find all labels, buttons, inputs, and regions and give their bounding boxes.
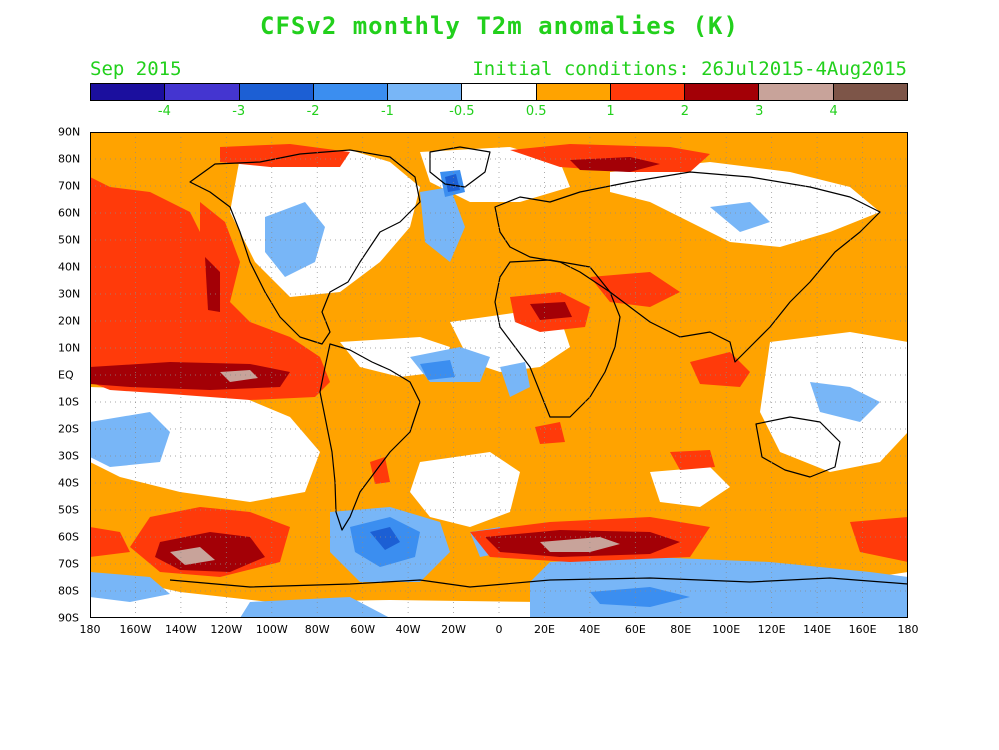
latitude-label: 80N	[58, 152, 81, 166]
latitude-label: 70N	[58, 179, 81, 193]
latitude-label: 40S	[58, 476, 79, 490]
longitude-label: 60E	[624, 623, 646, 636]
colorbar-segment	[313, 84, 389, 100]
colorbar-tick-label: -3	[232, 104, 246, 119]
map-frame	[90, 132, 908, 618]
colorbar-segment	[165, 84, 240, 100]
colorbar-tick-label: 3	[755, 104, 764, 119]
latitude-label: 30S	[58, 449, 79, 463]
longitude-label: 140W	[164, 623, 197, 636]
initial-conditions-label: Initial conditions: 26Jul2015-4Aug2015	[472, 58, 907, 80]
graticule	[90, 132, 908, 618]
colorbar-segment	[536, 84, 611, 100]
longitude-label: 80W	[304, 623, 330, 636]
warm-regions-tan	[170, 370, 620, 565]
colorbar-tick-label: -2	[306, 104, 320, 119]
longitude-label: 100W	[255, 623, 288, 636]
longitude-label: 160W	[119, 623, 152, 636]
longitude-label: 40W	[395, 623, 421, 636]
colorbar-segment	[759, 84, 834, 100]
colorbar-tick-label: 2	[680, 104, 690, 119]
longitude-label: 40E	[579, 623, 601, 636]
latitude-label: 30N	[58, 287, 81, 301]
colorbar-segment	[685, 84, 760, 100]
colorbar-segment	[610, 84, 686, 100]
latitude-label: 50N	[58, 233, 81, 247]
longitude-label: 120E	[757, 623, 786, 636]
colorbar-tick-label: -1	[380, 104, 394, 119]
colorbar	[90, 83, 908, 101]
colorbar-segment	[833, 84, 907, 100]
colorbar-segment	[388, 84, 463, 100]
latitude-label: 90N	[58, 125, 81, 139]
latitude-label: 20N	[58, 314, 81, 328]
longitude-label: 180	[79, 623, 101, 636]
colorbar-segment	[462, 84, 537, 100]
colorbar-segment	[91, 84, 166, 100]
latitude-label: 90S	[58, 611, 79, 625]
longitude-label: 100E	[712, 623, 741, 636]
colorbar-tick-label: 1	[606, 104, 615, 119]
colorbar-labels: -4 -3 -2 -1 -0.5 0.5 1 2 3 4	[90, 104, 908, 120]
longitude-label: 60W	[350, 623, 376, 636]
longitude-label: 120W	[210, 623, 243, 636]
latitude-label: 50S	[58, 503, 79, 517]
latitude-label: 20S	[58, 422, 79, 436]
anomaly-map	[90, 132, 908, 618]
latitude-label: 60N	[58, 206, 81, 220]
longitude-label: 140E	[803, 623, 832, 636]
longitude-label: 160E	[848, 623, 877, 636]
longitude-label: 80E	[670, 623, 692, 636]
latitude-label: 70S	[58, 557, 79, 571]
longitude-label: 0	[495, 623, 503, 636]
latitude-label: 10S	[58, 395, 79, 409]
latitude-label: EQ	[58, 368, 74, 382]
longitude-label: 20E	[533, 623, 555, 636]
colorbar-tick-label: -0.5	[449, 104, 475, 119]
colorbar-tick-label: 4	[829, 104, 838, 119]
valid-month-label: Sep 2015	[90, 58, 182, 80]
latitude-label: 60S	[58, 530, 79, 544]
map-title: CFSv2 monthly T2m anomalies (K)	[260, 12, 739, 40]
colorbar-segment	[239, 84, 314, 100]
longitude-label: 20W	[441, 623, 466, 636]
latitude-label: 80S	[58, 584, 79, 598]
cool-regions-dark	[370, 174, 460, 550]
latitude-label: 10N	[58, 341, 81, 355]
longitude-label: 180	[897, 623, 919, 636]
colorbar-tick-label: 0.5	[525, 104, 547, 119]
colorbar-tick-label: -4	[157, 104, 171, 119]
latitude-label: 40N	[58, 260, 81, 274]
coastlines	[169, 146, 908, 588]
